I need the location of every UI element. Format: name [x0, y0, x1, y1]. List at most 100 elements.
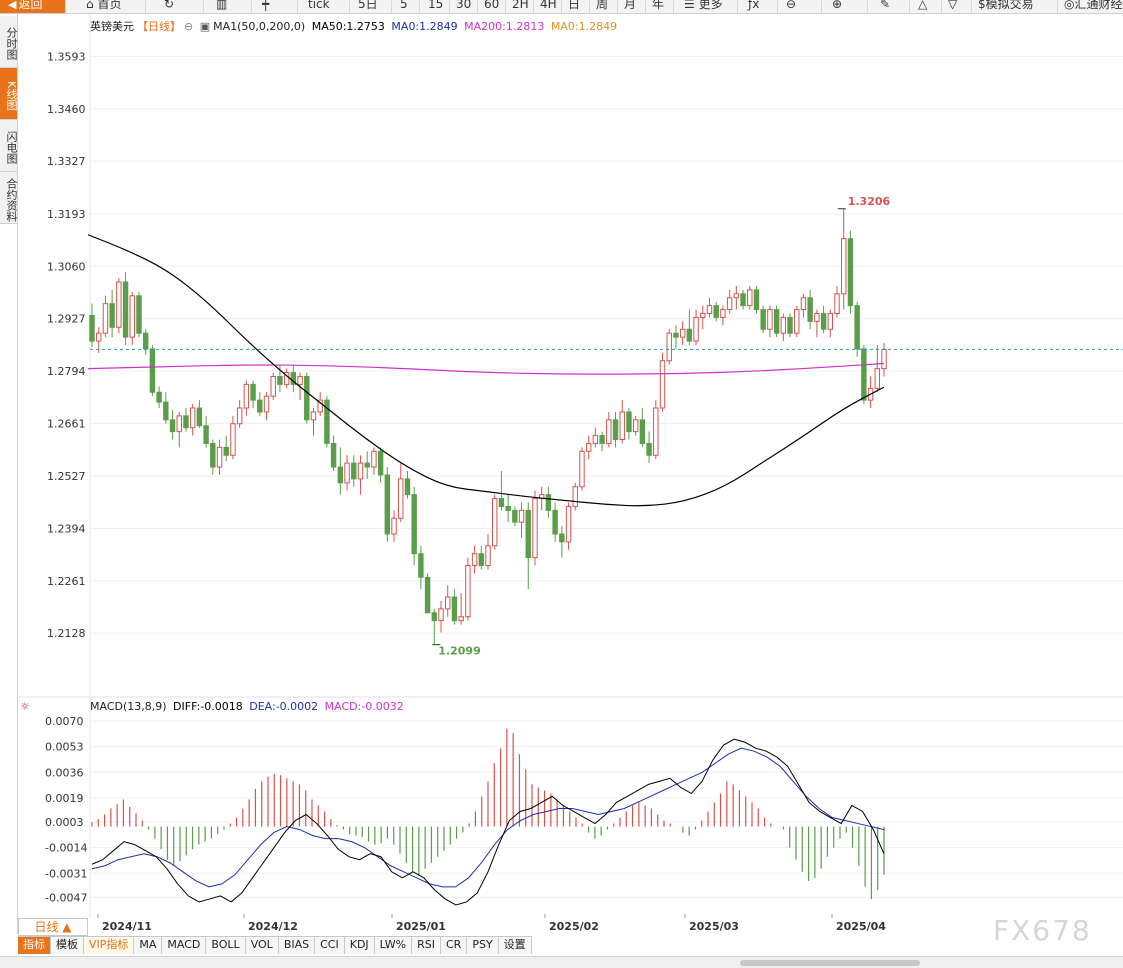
candle [351, 455, 357, 487]
candle [424, 573, 431, 614]
candle [89, 303, 95, 347]
candle [371, 447, 377, 475]
indicator-tab-0[interactable]: 指标 [18, 937, 51, 954]
settings-sun-icon[interactable]: ☼ [20, 700, 30, 713]
period-4h-button[interactable]: 4H [536, 0, 562, 13]
x-tick-label: 2024/12 [248, 920, 298, 933]
candle-body-up [270, 376, 276, 397]
candle [317, 392, 323, 416]
candle [176, 411, 182, 448]
indicator-tab-11[interactable]: RSI [412, 937, 441, 954]
period-day-button[interactable]: 日 [564, 0, 590, 13]
period-5-button[interactable]: 5 [396, 0, 420, 13]
horizontal-scrollbar[interactable] [740, 960, 920, 966]
zoom-in-button[interactable]: ⊕ [828, 0, 868, 13]
candle-body-down [89, 314, 95, 342]
period-60-button[interactable]: 60 [480, 0, 506, 13]
period-30-button[interactable]: 30 [452, 0, 478, 13]
candle [646, 431, 652, 464]
candle-body-down [324, 399, 330, 444]
tab-contract-info[interactable]: 合约资料 [0, 172, 18, 224]
indicator-tab-13[interactable]: PSY [467, 937, 499, 954]
bar-chart-button[interactable]: ▥ [212, 0, 252, 13]
indicator-tab-7[interactable]: BIAS [278, 937, 316, 954]
draw-button[interactable]: ✎ [876, 0, 910, 13]
tick-button[interactable]: tick [304, 0, 350, 13]
x-tick-label: 2025/02 [549, 920, 599, 933]
ref-label: 汇通财经 [1074, 0, 1123, 11]
indicator-icon[interactable]: ▣ [199, 20, 211, 33]
indicator-tab-1[interactable]: 模板 [51, 937, 84, 954]
indicator-tab-9[interactable]: KDJ [344, 937, 375, 954]
refresh-button[interactable]: ↻ [160, 0, 204, 13]
candle-body-down [525, 509, 531, 559]
chevron-down-button[interactable]: ▽ [944, 0, 972, 13]
sidebar-divider [17, 14, 18, 934]
indicator-tab-12[interactable]: CR [441, 937, 468, 954]
period-5d-button[interactable]: 5日 [354, 0, 392, 13]
candle [726, 289, 733, 314]
indicator-tab-10[interactable]: LW% [374, 937, 413, 954]
candle [471, 545, 478, 574]
candle [794, 305, 800, 338]
indicator-tab-3[interactable]: MA [134, 937, 163, 954]
indicator-tab-8[interactable]: CCI [315, 937, 345, 954]
candle-type-button[interactable]: ┿ [258, 0, 298, 13]
candle [753, 285, 760, 314]
candle [230, 415, 236, 460]
candle-body-down [304, 376, 310, 421]
indicator-tab-4[interactable]: MACD [162, 937, 207, 954]
indicator-tab-2[interactable]: VIP指标 [84, 937, 135, 954]
candle [599, 431, 605, 452]
period-select-label: 日线 [34, 920, 59, 934]
candle [773, 305, 780, 338]
candle [713, 301, 719, 322]
candle [337, 447, 344, 495]
more-label: 更多 [698, 0, 723, 11]
candle-body-down [210, 442, 216, 468]
macd-y-tick-label: 0.0070 [45, 715, 84, 728]
candle-body-up [485, 545, 491, 566]
home-button[interactable]: ⌂ 首页 [82, 0, 146, 13]
candle [223, 435, 229, 462]
y-tick-label: 1.2927 [47, 313, 86, 326]
indicator-tab-5[interactable]: BOLL [206, 937, 246, 954]
candle-body-down [223, 446, 229, 456]
candle-body-up [458, 616, 464, 622]
collapse-icon[interactable]: ⊖ [184, 20, 194, 33]
ma0b-value: MA0:1.2849 [550, 20, 618, 33]
candle [364, 451, 370, 479]
period-year-button[interactable]: 年 [648, 0, 674, 13]
candle-body-up [606, 419, 612, 444]
candle-body-up [297, 376, 303, 385]
period-select-button[interactable]: 日线 ▲ [18, 918, 88, 936]
tab-flash[interactable]: 闪电图 [0, 120, 18, 172]
period-15-button[interactable]: 15 [424, 0, 450, 13]
formula-button[interactable]: ƒx [744, 0, 778, 13]
indicator-tab-14[interactable]: 设置 [498, 937, 532, 954]
candle [532, 490, 538, 566]
candle-body-down [686, 328, 693, 342]
candle-body-down [183, 415, 189, 429]
ref-button[interactable]: ◎汇通财经 [1060, 0, 1123, 13]
price-chart[interactable]: 1.3593 1.3460 1.3327 1.3193 1.3060 1.2927 1.27… [0, 0, 1123, 936]
triangle-button[interactable]: △ [914, 0, 942, 13]
tab-kline[interactable]: K线图 [0, 68, 18, 120]
candle [606, 411, 612, 448]
sim-trade-button[interactable]: $模拟交易 [974, 0, 1058, 13]
indicator-tab-6[interactable]: VOL [245, 937, 279, 954]
more-button[interactable]: ☰ 更多 [680, 0, 738, 13]
candle [585, 435, 592, 460]
period-2h-button[interactable]: 2H [508, 0, 534, 13]
tab-timeshare[interactable]: 分时图 [0, 16, 18, 68]
candle-body-down [753, 289, 760, 311]
period-week-button[interactable]: 周 [592, 0, 618, 13]
candle [236, 400, 243, 428]
candle-body-down [364, 462, 370, 468]
candle-body-up [391, 517, 397, 535]
zoom-out-button[interactable]: ⊖ [782, 0, 822, 13]
globe-icon: ◎ [1064, 0, 1075, 11]
macd-y-tick-label: 0.0053 [45, 741, 84, 754]
period-month-button[interactable]: 月 [620, 0, 646, 13]
back-button[interactable]: ◀ 返回 [0, 0, 66, 13]
